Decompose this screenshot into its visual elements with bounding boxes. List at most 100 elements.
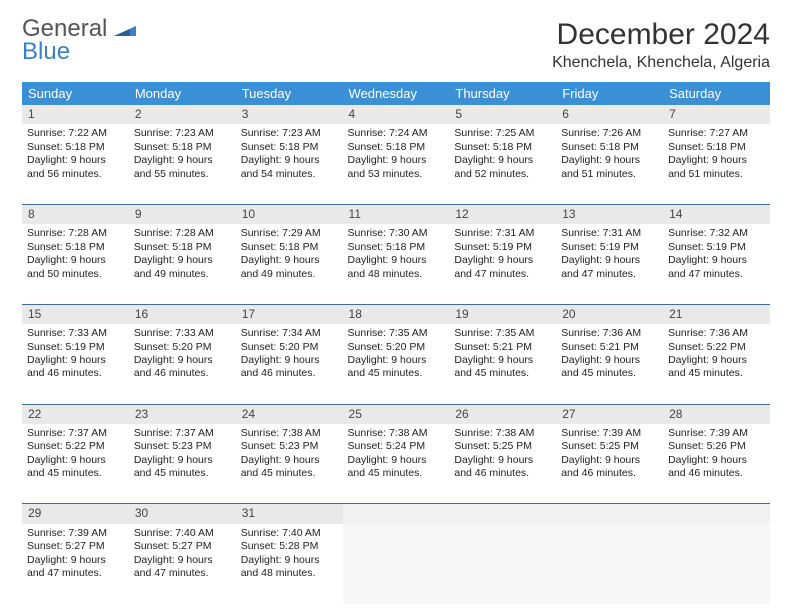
day-info-cell: Sunrise: 7:38 AMSunset: 5:24 PMDaylight:… xyxy=(343,424,450,504)
cell-day1: Daylight: 9 hours xyxy=(27,454,124,467)
cell-day2: and 54 minutes. xyxy=(241,168,338,181)
logo-flag-icon xyxy=(114,20,136,36)
cell-sunset: Sunset: 5:25 PM xyxy=(454,440,551,453)
day-info-cell: Sunrise: 7:33 AMSunset: 5:20 PMDaylight:… xyxy=(129,324,236,404)
cell-day1: Daylight: 9 hours xyxy=(561,354,658,367)
day-info-cell: Sunrise: 7:36 AMSunset: 5:22 PMDaylight:… xyxy=(663,324,770,404)
cell-sunset: Sunset: 5:18 PM xyxy=(348,241,445,254)
info-row: Sunrise: 7:37 AMSunset: 5:22 PMDaylight:… xyxy=(22,424,770,504)
day-info-cell: Sunrise: 7:40 AMSunset: 5:28 PMDaylight:… xyxy=(236,524,343,604)
cell-sunrise: Sunrise: 7:31 AM xyxy=(561,227,658,240)
day-info-cell xyxy=(663,524,770,604)
day-number-cell: 5 xyxy=(449,105,556,124)
day-header: Tuesday xyxy=(236,82,343,105)
day-header: Saturday xyxy=(663,82,770,105)
day-number-cell: 7 xyxy=(663,105,770,124)
daynum-row: 22232425262728 xyxy=(22,404,770,424)
cell-day2: and 46 minutes. xyxy=(241,367,338,380)
day-info-cell: Sunrise: 7:39 AMSunset: 5:26 PMDaylight:… xyxy=(663,424,770,504)
cell-sunset: Sunset: 5:18 PM xyxy=(27,141,124,154)
info-row: Sunrise: 7:28 AMSunset: 5:18 PMDaylight:… xyxy=(22,224,770,304)
day-number-cell xyxy=(663,504,770,524)
cell-day1: Daylight: 9 hours xyxy=(134,254,231,267)
day-number-cell: 28 xyxy=(663,404,770,424)
cell-day2: and 45 minutes. xyxy=(668,367,765,380)
cell-sunset: Sunset: 5:18 PM xyxy=(134,141,231,154)
cell-day2: and 51 minutes. xyxy=(561,168,658,181)
cell-sunrise: Sunrise: 7:35 AM xyxy=(454,327,551,340)
calendar-head: SundayMondayTuesdayWednesdayThursdayFrid… xyxy=(22,82,770,105)
cell-sunrise: Sunrise: 7:28 AM xyxy=(27,227,124,240)
cell-day1: Daylight: 9 hours xyxy=(27,354,124,367)
day-info-cell: Sunrise: 7:25 AMSunset: 5:18 PMDaylight:… xyxy=(449,124,556,204)
cell-sunset: Sunset: 5:26 PM xyxy=(668,440,765,453)
day-number-cell xyxy=(556,504,663,524)
day-info-cell: Sunrise: 7:23 AMSunset: 5:18 PMDaylight:… xyxy=(236,124,343,204)
day-header: Wednesday xyxy=(343,82,450,105)
daynum-row: 293031 xyxy=(22,504,770,524)
day-number-cell: 14 xyxy=(663,204,770,224)
calendar-table: SundayMondayTuesdayWednesdayThursdayFrid… xyxy=(22,82,770,604)
cell-sunrise: Sunrise: 7:39 AM xyxy=(561,427,658,440)
cell-day2: and 45 minutes. xyxy=(454,367,551,380)
cell-day2: and 52 minutes. xyxy=(454,168,551,181)
cell-sunrise: Sunrise: 7:38 AM xyxy=(454,427,551,440)
day-number-cell: 11 xyxy=(343,204,450,224)
cell-day2: and 45 minutes. xyxy=(561,367,658,380)
cell-sunrise: Sunrise: 7:26 AM xyxy=(561,127,658,140)
cell-sunset: Sunset: 5:22 PM xyxy=(27,440,124,453)
cell-sunset: Sunset: 5:18 PM xyxy=(454,141,551,154)
cell-day1: Daylight: 9 hours xyxy=(561,254,658,267)
day-info-cell: Sunrise: 7:28 AMSunset: 5:18 PMDaylight:… xyxy=(129,224,236,304)
cell-sunset: Sunset: 5:27 PM xyxy=(27,540,124,553)
cell-sunrise: Sunrise: 7:37 AM xyxy=(134,427,231,440)
page-title: December 2024 xyxy=(552,18,770,52)
cell-day1: Daylight: 9 hours xyxy=(668,254,765,267)
cell-sunset: Sunset: 5:21 PM xyxy=(561,341,658,354)
cell-sunset: Sunset: 5:18 PM xyxy=(241,141,338,154)
cell-sunset: Sunset: 5:25 PM xyxy=(561,440,658,453)
day-number-cell: 25 xyxy=(343,404,450,424)
cell-sunrise: Sunrise: 7:36 AM xyxy=(668,327,765,340)
cell-sunrise: Sunrise: 7:36 AM xyxy=(561,327,658,340)
cell-day1: Daylight: 9 hours xyxy=(348,454,445,467)
cell-day2: and 47 minutes. xyxy=(454,268,551,281)
cell-day2: and 45 minutes. xyxy=(241,467,338,480)
day-info-cell xyxy=(556,524,663,604)
calendar-body: 1234567Sunrise: 7:22 AMSunset: 5:18 PMDa… xyxy=(22,105,770,604)
day-number-cell: 1 xyxy=(22,105,129,124)
day-number-cell: 19 xyxy=(449,304,556,324)
cell-sunrise: Sunrise: 7:35 AM xyxy=(348,327,445,340)
day-info-cell xyxy=(449,524,556,604)
day-number-cell: 21 xyxy=(663,304,770,324)
cell-day1: Daylight: 9 hours xyxy=(27,554,124,567)
cell-sunrise: Sunrise: 7:27 AM xyxy=(668,127,765,140)
cell-day1: Daylight: 9 hours xyxy=(348,254,445,267)
cell-sunset: Sunset: 5:27 PM xyxy=(134,540,231,553)
cell-day2: and 51 minutes. xyxy=(668,168,765,181)
cell-sunrise: Sunrise: 7:33 AM xyxy=(134,327,231,340)
logo-line2: Blue xyxy=(22,38,70,65)
logo: General Blue xyxy=(22,18,136,64)
cell-day1: Daylight: 9 hours xyxy=(27,254,124,267)
day-number-cell: 29 xyxy=(22,504,129,524)
cell-sunset: Sunset: 5:19 PM xyxy=(454,241,551,254)
cell-day1: Daylight: 9 hours xyxy=(668,154,765,167)
day-number-cell: 22 xyxy=(22,404,129,424)
page-header: General Blue December 2024 Khenchela, Kh… xyxy=(22,18,770,72)
cell-sunset: Sunset: 5:19 PM xyxy=(668,241,765,254)
title-block: December 2024 Khenchela, Khenchela, Alge… xyxy=(552,18,770,72)
cell-sunset: Sunset: 5:20 PM xyxy=(241,341,338,354)
info-row: Sunrise: 7:39 AMSunset: 5:27 PMDaylight:… xyxy=(22,524,770,604)
day-header: Thursday xyxy=(449,82,556,105)
cell-sunset: Sunset: 5:23 PM xyxy=(241,440,338,453)
cell-day1: Daylight: 9 hours xyxy=(241,554,338,567)
cell-sunrise: Sunrise: 7:23 AM xyxy=(241,127,338,140)
day-info-cell: Sunrise: 7:40 AMSunset: 5:27 PMDaylight:… xyxy=(129,524,236,604)
cell-sunset: Sunset: 5:18 PM xyxy=(668,141,765,154)
cell-sunset: Sunset: 5:18 PM xyxy=(241,241,338,254)
cell-day2: and 53 minutes. xyxy=(348,168,445,181)
day-number-cell: 8 xyxy=(22,204,129,224)
cell-sunset: Sunset: 5:18 PM xyxy=(27,241,124,254)
info-row: Sunrise: 7:33 AMSunset: 5:19 PMDaylight:… xyxy=(22,324,770,404)
